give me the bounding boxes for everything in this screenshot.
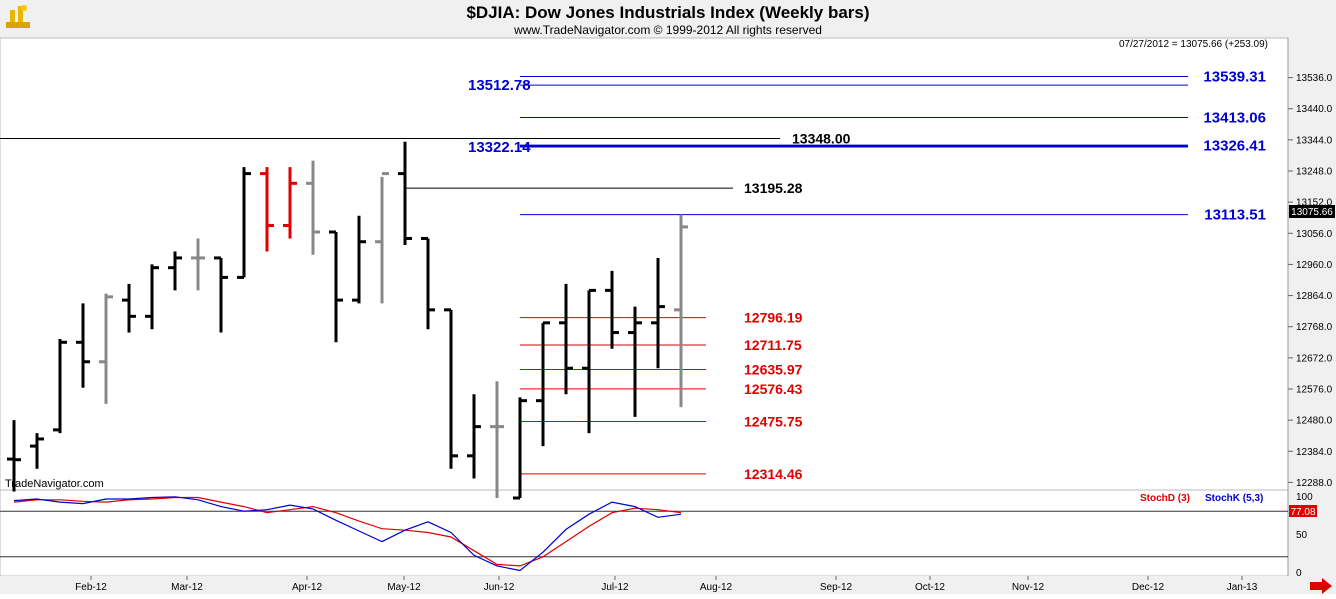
price-axis-area [1288, 38, 1336, 576]
ohlc-bar [375, 172, 389, 304]
price-axis-ticks: 13536.0 13440.0 13344.0 13248.0 13152.0 13056… [1288, 73, 1333, 489]
time-axis-ticks: Feb-12 Mar-12 Apr-12 May-12 Jun-12 Jul-12 Aug-… [75, 576, 1258, 593]
price-tick-label: 13344.0 [1296, 135, 1333, 146]
time-tick-label: Apr-12 [292, 582, 322, 593]
ohlc-bar [214, 256, 228, 333]
price-tick-label: 12864.0 [1296, 291, 1333, 302]
ohlc-bar [53, 339, 67, 434]
time-tick-label: Feb-12 [75, 582, 107, 593]
stochastic-panel [0, 489, 1289, 577]
copyright-text: www.TradeNavigator.com © 1999-2012 All r… [513, 23, 822, 37]
price-tick-label: 13152.0 [1296, 198, 1333, 209]
ohlc-bar [398, 141, 412, 245]
time-tick-label: Mar-12 [171, 582, 203, 593]
price-level-label: 12711.75 [744, 337, 802, 353]
ohlc-bar [490, 381, 504, 498]
price-level-label: 13539.31 [1203, 68, 1266, 85]
price-tick-label: 12288.0 [1296, 478, 1333, 489]
price-tick-label: 12960.0 [1296, 260, 1333, 271]
ohlc-bar [582, 288, 596, 434]
stoch-series-line [13, 496, 682, 572]
last-price-tag [1289, 205, 1335, 218]
ohlc-bar [559, 283, 573, 395]
price-level-label: 12576.43 [744, 381, 803, 397]
time-tick-label: Oct-12 [915, 582, 945, 593]
right-arrow-icon[interactable] [1310, 578, 1332, 594]
price-tick-label: 13536.0 [1296, 73, 1333, 84]
brand-watermark: TradeNavigator.com [5, 478, 104, 490]
price-tick-label: 12672.0 [1296, 353, 1333, 364]
ohlc-bar [513, 397, 527, 500]
ohlc-bar [421, 236, 435, 330]
time-tick-label: Jun-12 [484, 582, 515, 593]
price-tick-label: 12576.0 [1296, 385, 1333, 396]
ohlc-bar [30, 433, 44, 469]
time-tick-label: Dec-12 [1132, 582, 1165, 593]
time-tick-label: Jan-13 [1227, 582, 1258, 593]
time-tick-label: Nov-12 [1012, 582, 1045, 593]
ohlc-bar [260, 167, 274, 252]
ohlc-bar [306, 160, 320, 255]
price-level-label: 13322.14 [468, 139, 531, 156]
price-tick-label: 12768.0 [1296, 322, 1333, 333]
price-level-label: 13413.06 [1203, 109, 1266, 126]
chart-title: $DJIA: Dow Jones Industrials Index (Week… [466, 3, 869, 22]
time-axis-area [0, 576, 1336, 594]
ohlc-bar [168, 251, 182, 291]
stoch-series-line [13, 496, 682, 567]
title-bar [0, 0, 1336, 38]
price-level-label: 12314.46 [744, 466, 803, 482]
price-levels: 13539.31 13512.78 13413.06 13348.00 13326.41… [0, 68, 1266, 482]
stochastic-lines: 100 50 0 [0, 492, 1313, 579]
price-level-label: 12796.19 [744, 310, 803, 326]
ohlc-bar [191, 238, 205, 291]
legend-stochk: StochK (5,3) [1205, 493, 1263, 504]
ohlc-bar [628, 306, 642, 417]
ohlc-bar [536, 321, 550, 447]
ohlc-bar [352, 215, 366, 304]
ohlc-bar [329, 230, 343, 343]
last-price-label: 13075.66 [1291, 207, 1333, 218]
ohlc-bar [76, 303, 90, 388]
ohlc-bar [237, 167, 251, 279]
stoch-tick-label: 100 [1296, 492, 1313, 503]
price-tick-label: 12384.0 [1296, 447, 1333, 458]
ohlc-bar [674, 214, 688, 408]
time-tick-label: May-12 [387, 582, 421, 593]
ohlc-bar [651, 257, 665, 369]
ohlc-bar [283, 167, 297, 239]
trade-navigator-logo-icon[interactable] [6, 5, 30, 28]
ohlc-bar [145, 264, 159, 330]
price-level-label: 12475.75 [744, 414, 803, 430]
stoch-last-label: 77.08 [1290, 507, 1315, 518]
ohlc-bar [99, 293, 113, 404]
ohlc-bar [444, 308, 458, 469]
price-level-label: 12635.97 [744, 362, 803, 378]
ohlc-bar [467, 394, 481, 479]
price-tick-label: 13440.0 [1296, 104, 1333, 115]
price-panel [0, 37, 1289, 491]
time-tick-label: Sep-12 [820, 582, 853, 593]
price-level-label: 13512.78 [468, 77, 531, 94]
time-tick-label: Aug-12 [700, 582, 733, 593]
stoch-tick-label: 50 [1296, 530, 1308, 541]
price-tick-label: 13248.0 [1296, 167, 1333, 178]
stoch-tick-label: 0 [1296, 568, 1302, 579]
price-level-label: 13195.28 [744, 180, 803, 196]
status-readout: 07/27/2012 = 13075.66 (+253.09) [1119, 39, 1268, 50]
ohlc-bar [605, 270, 619, 349]
time-tick-label: Jul-12 [601, 582, 629, 593]
ohlc-bar [7, 420, 21, 492]
price-tick-label: 12480.0 [1296, 416, 1333, 427]
price-tick-label: 13056.0 [1296, 229, 1333, 240]
price-level-label: 13326.41 [1203, 138, 1266, 155]
stoch-last-tag [1289, 505, 1317, 517]
price-level-label: 13113.51 [1204, 207, 1266, 224]
ohlc-bars [7, 141, 688, 500]
legend-stochd: StochD (3) [1140, 493, 1190, 504]
ohlc-bar [122, 283, 136, 333]
price-level-label: 13348.00 [792, 131, 851, 147]
